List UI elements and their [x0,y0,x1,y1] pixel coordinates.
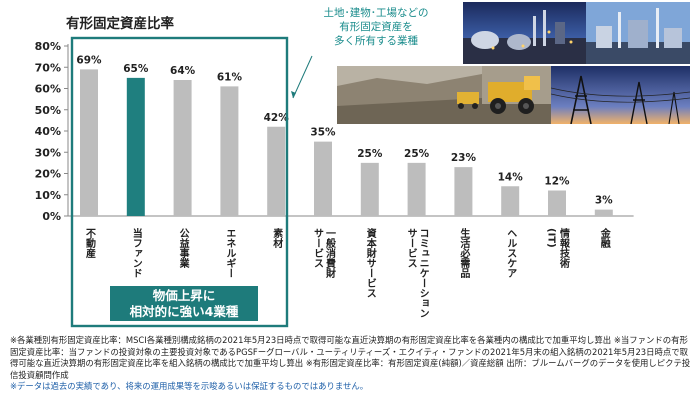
callout-arrowhead [291,91,296,98]
mining-truck-photo [482,66,551,124]
category-label: 生活必需品 [458,227,471,279]
category-label: 資本財サービス [364,227,377,298]
data-label: 25% [357,148,383,160]
chart-title: 有形固定資産比率 [66,16,174,32]
bar [314,141,332,216]
y-tick-label: 40% [35,125,61,138]
data-label: 35% [310,127,336,139]
bar [594,209,613,216]
data-label: 25% [404,148,430,160]
badge-line: 物価上昇に [152,287,216,303]
callout-line: 有形固定資産を [339,21,413,33]
industrial-plant-photo [463,2,586,64]
category-label: 素材 [271,227,283,249]
badge-line: 相対的に強い4業種 [129,303,239,319]
callout-text: 土地･建物･工場などの 有形固定資産を 多く所有する業種 [298,6,454,48]
y-tick-label: 0% [42,210,61,223]
data-label: 64% [170,65,196,77]
callout-pointer [292,55,313,99]
category-label: 一般消費財 [324,228,337,279]
category-label: (IT) [546,228,557,248]
y-tick-label: 30% [35,146,61,159]
bar [360,162,379,216]
data-label: 12% [544,176,570,188]
callout-line: 多く所有する業種 [334,35,418,47]
category-label: 公益事業 [177,228,190,269]
data-label: 69% [76,54,102,66]
footnotes: ※各業種別有形固定資産比率：MSCI各業種別構成銘柄の2021年5月23日時点で… [10,335,692,393]
power-lines-photo [551,66,690,124]
category-label: ヘルスケア [505,228,517,278]
bar [80,69,98,216]
data-label: 65% [123,63,149,75]
data-label: 14% [498,171,524,183]
bar [173,80,192,216]
y-tick-label: 50% [35,104,61,117]
bar [220,86,239,216]
data-label: 3% [595,195,613,207]
data-label: 61% [217,71,243,83]
callout-line: 土地･建物･工場などの [323,7,429,19]
y-tick-label: 80% [35,40,61,53]
y-tick-label: 10% [35,189,61,202]
bar [407,162,426,216]
bar [267,126,286,216]
industrial-plant-photo [586,2,690,64]
y-tick-label: 60% [35,83,61,96]
category-label: サービス [312,228,324,268]
bar [501,186,520,216]
bar [454,167,473,216]
category-label: 不動産 [84,228,96,259]
category-label: サービス [405,228,417,268]
y-tick-label: 70% [35,61,61,74]
footnote-text: ※各業種別有形固定資産比率：MSCI各業種別構成銘柄の2021年5月23日時点で… [10,335,691,380]
category-label: 当ファンド [130,227,142,278]
highlight-frame [70,36,289,328]
category-label: 情報技術 [558,227,571,269]
strength-badge: 物価上昇に 相対的に強い4業種 [110,286,258,321]
bar [548,190,566,216]
y-tick-label: 20% [35,168,61,181]
category-label: エネルギー [224,228,236,278]
disclaimer-text: ※データは過去の実績であり、将来の運用成果等を示唆あるいは保証するものではありま… [10,381,369,391]
data-label: 42% [264,112,290,124]
bar [126,77,145,216]
data-label: 23% [451,152,477,164]
mining-truck-photo [337,66,482,124]
category-label: 金融 [598,227,611,249]
category-label: コミュニケーション [417,228,429,318]
